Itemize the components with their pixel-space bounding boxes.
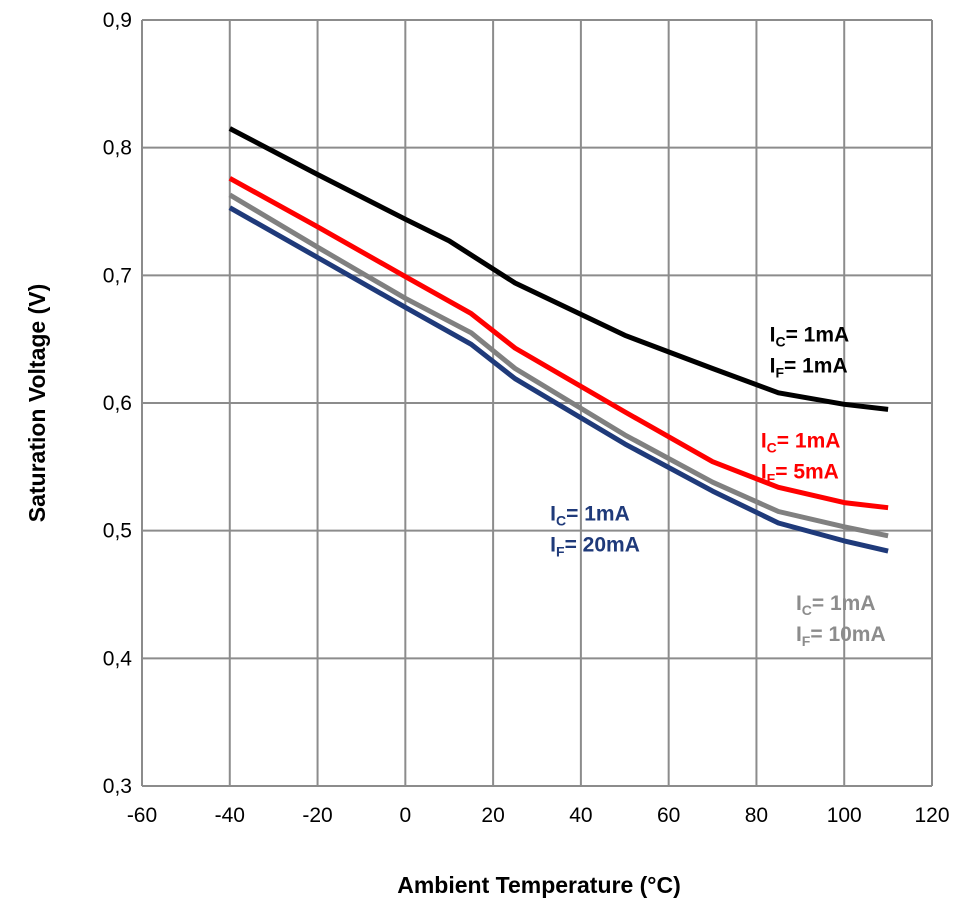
annotation-if-line: IF= 5mA xyxy=(761,461,839,487)
annotation-if-line: IF= 10mA xyxy=(796,623,886,649)
y-tick-label: 0,3 xyxy=(103,775,132,798)
series-annotations: IC= 1mA IF= 1mA IC= 1mA IF= 5mA IC= 1mA IF= 1… xyxy=(550,324,885,649)
series-annotation: IC= 1mA IF= 5mA xyxy=(761,430,841,487)
x-tick-label: 40 xyxy=(569,804,592,827)
y-tick-label: 0,5 xyxy=(103,520,132,543)
y-tick-label: 0,9 xyxy=(103,9,132,32)
x-tick-label: 20 xyxy=(481,804,504,827)
x-tick-label: 100 xyxy=(827,804,862,827)
y-axis-title: Saturation Voltage (V) xyxy=(24,284,50,523)
y-tick-label: 0,7 xyxy=(103,264,132,287)
annotation-ic-line: IC= 1mA xyxy=(796,592,876,618)
data-series xyxy=(228,126,889,554)
annotation-ic-line: IC= 1mA xyxy=(761,430,841,456)
x-axis-title: Ambient Temperature (°C) xyxy=(397,872,681,898)
x-tick-label: 60 xyxy=(657,804,680,827)
series-line xyxy=(228,176,889,511)
y-tick-label: 0,8 xyxy=(103,137,132,160)
annotation-if-line: IF= 20mA xyxy=(550,533,640,559)
y-tick-labels: 0,3 0,4 0,5 0,6 0,7 0,8 0,9 xyxy=(103,9,133,798)
x-tick-label: -60 xyxy=(127,804,157,827)
series-annotation: IC= 1mA IF= 10mA xyxy=(796,592,886,649)
x-tick-label: -20 xyxy=(302,804,332,827)
annotation-ic-line: IC= 1mA xyxy=(550,502,630,528)
annotation-if-line: IF= 1mA xyxy=(770,355,848,381)
annotation-ic-line: IC= 1mA xyxy=(770,324,850,350)
x-tick-label: 0 xyxy=(399,804,411,827)
series-annotation: IC= 1mA IF= 1mA xyxy=(770,324,850,381)
series-line xyxy=(228,192,889,539)
y-tick-label: 0,4 xyxy=(103,647,133,670)
x-tick-label: -40 xyxy=(215,804,245,827)
series-line xyxy=(228,205,889,554)
grid-lines xyxy=(141,19,933,787)
x-tick-label: 80 xyxy=(745,804,768,827)
x-tick-label: 120 xyxy=(914,804,949,827)
series-line xyxy=(228,126,889,412)
x-tick-labels: -60 -40 -20 0 20 40 60 80 100 120 xyxy=(127,804,950,827)
y-tick-label: 0,6 xyxy=(103,392,132,415)
series-annotation: IC= 1mA IF= 20mA xyxy=(550,502,640,559)
